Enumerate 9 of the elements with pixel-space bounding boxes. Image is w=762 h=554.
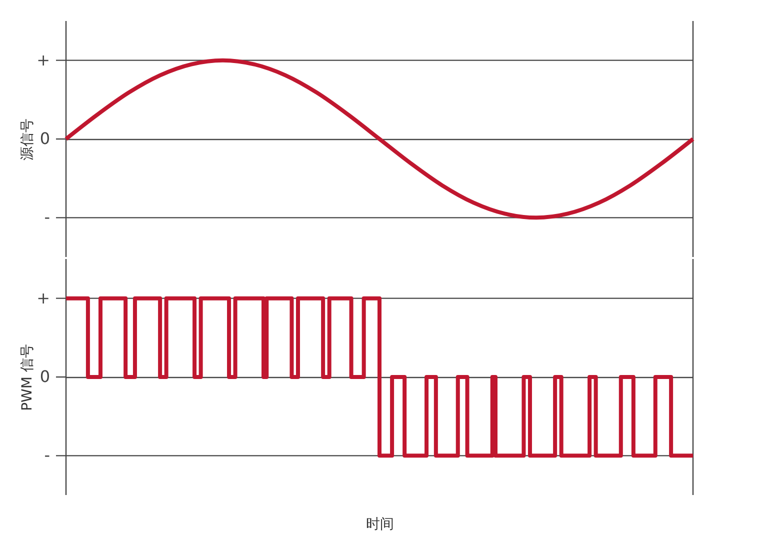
y-axis-title: PWM 信号 (20, 344, 36, 411)
text: 0 (40, 367, 50, 386)
y-axis-title: 源信号 (20, 118, 36, 160)
text: 0 (40, 129, 50, 148)
text: + (36, 50, 50, 70)
text: - (44, 446, 50, 465)
text: - (44, 208, 50, 227)
text: + (36, 288, 50, 308)
x-axis-title: 时间 (366, 516, 394, 532)
